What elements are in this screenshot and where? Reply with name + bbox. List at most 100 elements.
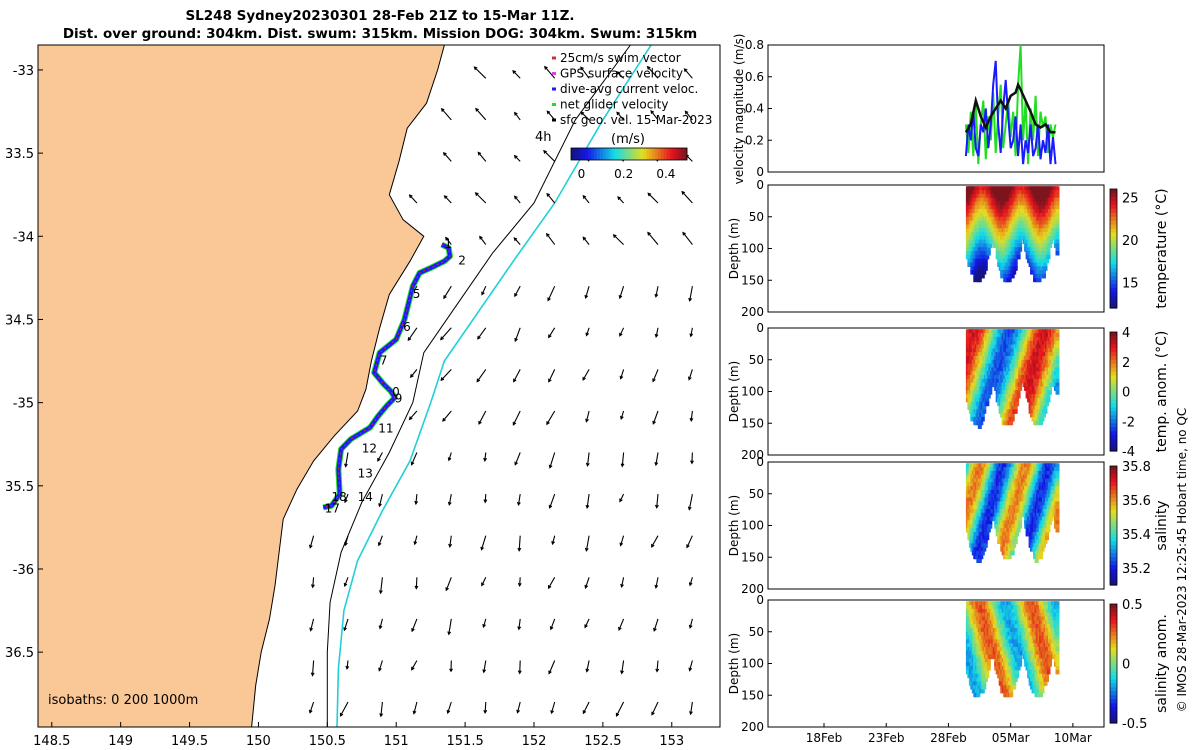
velocity-arrow [582, 195, 590, 204]
colorbar-segment [1110, 565, 1117, 570]
velocity-arrowhead [584, 294, 589, 300]
heatmap-cell [1039, 554, 1043, 560]
colorbar-segment [1110, 383, 1117, 389]
velocity-arrow [651, 701, 659, 715]
velocity-arrow [379, 618, 383, 629]
velocity-arrow [380, 701, 383, 717]
legend-entry: dive-avg current veloc. [560, 82, 698, 96]
colorbar-segment [1110, 232, 1117, 238]
waypoint-label: 9 [395, 392, 403, 406]
velocity-arrow [621, 577, 625, 588]
velocity-arrowhead [585, 418, 589, 423]
velocity-arrow [513, 237, 521, 245]
velocity-arrowhead [478, 420, 482, 425]
colorbar-segment [1110, 553, 1117, 558]
colorbar-segment [1110, 529, 1117, 535]
velocity-arrow [656, 494, 659, 508]
velocity-arrow [582, 369, 590, 381]
colorbar-segment [585, 148, 589, 160]
velocity-arrow [620, 410, 625, 420]
colorbar-segment [1110, 501, 1117, 507]
heatmap-cell [1010, 273, 1015, 279]
y-tick-label: 150 [741, 416, 764, 430]
colorbar-segment [1110, 260, 1117, 265]
velocity-arrowhead [647, 231, 651, 236]
heatmap-cell [986, 658, 991, 663]
heatmap-cell [1055, 197, 1060, 203]
heatmap-cell [980, 273, 985, 279]
velocity-arrowhead [688, 667, 693, 672]
velocity-arrow [411, 452, 418, 465]
heatmap-cell [976, 692, 981, 698]
velocity-arrow [619, 327, 625, 337]
heatmap-cell [985, 401, 990, 407]
heatmap-cell [982, 405, 987, 410]
heatmap-cell [1055, 352, 1060, 357]
heatmap-cell [1046, 394, 1051, 399]
waypoint-label: 18 [332, 490, 347, 504]
colorbar-segment [1110, 577, 1117, 582]
heatmap-cell [1042, 543, 1046, 548]
velocity-arrow [691, 452, 693, 464]
colorbar-segment [1110, 288, 1117, 293]
heatmap-cell [1055, 190, 1060, 195]
heatmap-cell [1055, 336, 1060, 342]
velocity-arrow [616, 71, 624, 79]
velocity-arrow [378, 493, 383, 507]
heatmap-cell [1015, 531, 1020, 537]
colorbar-title: (m/s) [611, 132, 645, 147]
x-tick-label: 152.5 [584, 734, 621, 749]
velocity-arrowhead [689, 417, 694, 422]
velocity-arrowhead [310, 584, 315, 589]
velocity-arrowhead [652, 378, 656, 383]
heatmap-cell [986, 662, 991, 667]
velocity-arrowhead [615, 712, 620, 717]
velocity-arrow [344, 535, 349, 546]
colorbar-segment [1110, 541, 1117, 546]
heatmap-cell [1055, 228, 1060, 233]
x-tick-label: 151.5 [447, 734, 484, 749]
colorbar-segment [1110, 403, 1117, 408]
velocity-arrowhead [620, 415, 624, 421]
colorbar-segment [1110, 193, 1117, 198]
heatmap-cell [1055, 186, 1060, 191]
velocity-arrowhead [544, 65, 548, 70]
velocity-arrowhead [309, 627, 314, 632]
velocity-arrowhead [655, 668, 660, 673]
heatmap-cell [982, 681, 987, 686]
velocity-arrow [688, 369, 693, 380]
heatmap-cell [1055, 205, 1060, 210]
heatmap-cell [989, 654, 994, 660]
colorbar-segment [597, 148, 601, 160]
velocity-arrowhead [442, 417, 446, 422]
colorbar-segment [600, 148, 604, 160]
x-tick-label: 149.5 [171, 734, 208, 749]
velocity-arrowhead [344, 463, 348, 468]
colorbar-segment [640, 148, 644, 160]
velocity-arrow [443, 152, 452, 162]
colorbar-segment [1110, 525, 1117, 531]
velocity-arrowhead [550, 710, 554, 715]
velocity-arrow [656, 660, 659, 672]
colorbar-segment [1110, 284, 1117, 289]
colorbar-segment [666, 148, 670, 160]
velocity-arrowhead [412, 710, 417, 715]
heatmap-cell [1055, 348, 1060, 353]
velocity-arrowhead [548, 464, 553, 469]
velocity-arrow [549, 493, 556, 509]
velocity-arrowhead [482, 623, 486, 629]
velocity-arrow [484, 452, 487, 461]
velocity-arrow [546, 110, 556, 121]
y-tick-label: 100 [741, 519, 764, 533]
heatmap-cell [1055, 467, 1060, 472]
colorbar-segment [1110, 435, 1117, 440]
colorbar-segment [1110, 240, 1117, 246]
velocity-arrowhead [345, 665, 350, 670]
x-tick-label: 149 [108, 734, 133, 749]
velocity-arrowhead [619, 375, 624, 380]
heatmap-cell [1055, 486, 1060, 491]
velocity-arrow [686, 535, 693, 548]
heatmap-cell [983, 543, 988, 548]
heatmap-cell [1016, 251, 1021, 256]
